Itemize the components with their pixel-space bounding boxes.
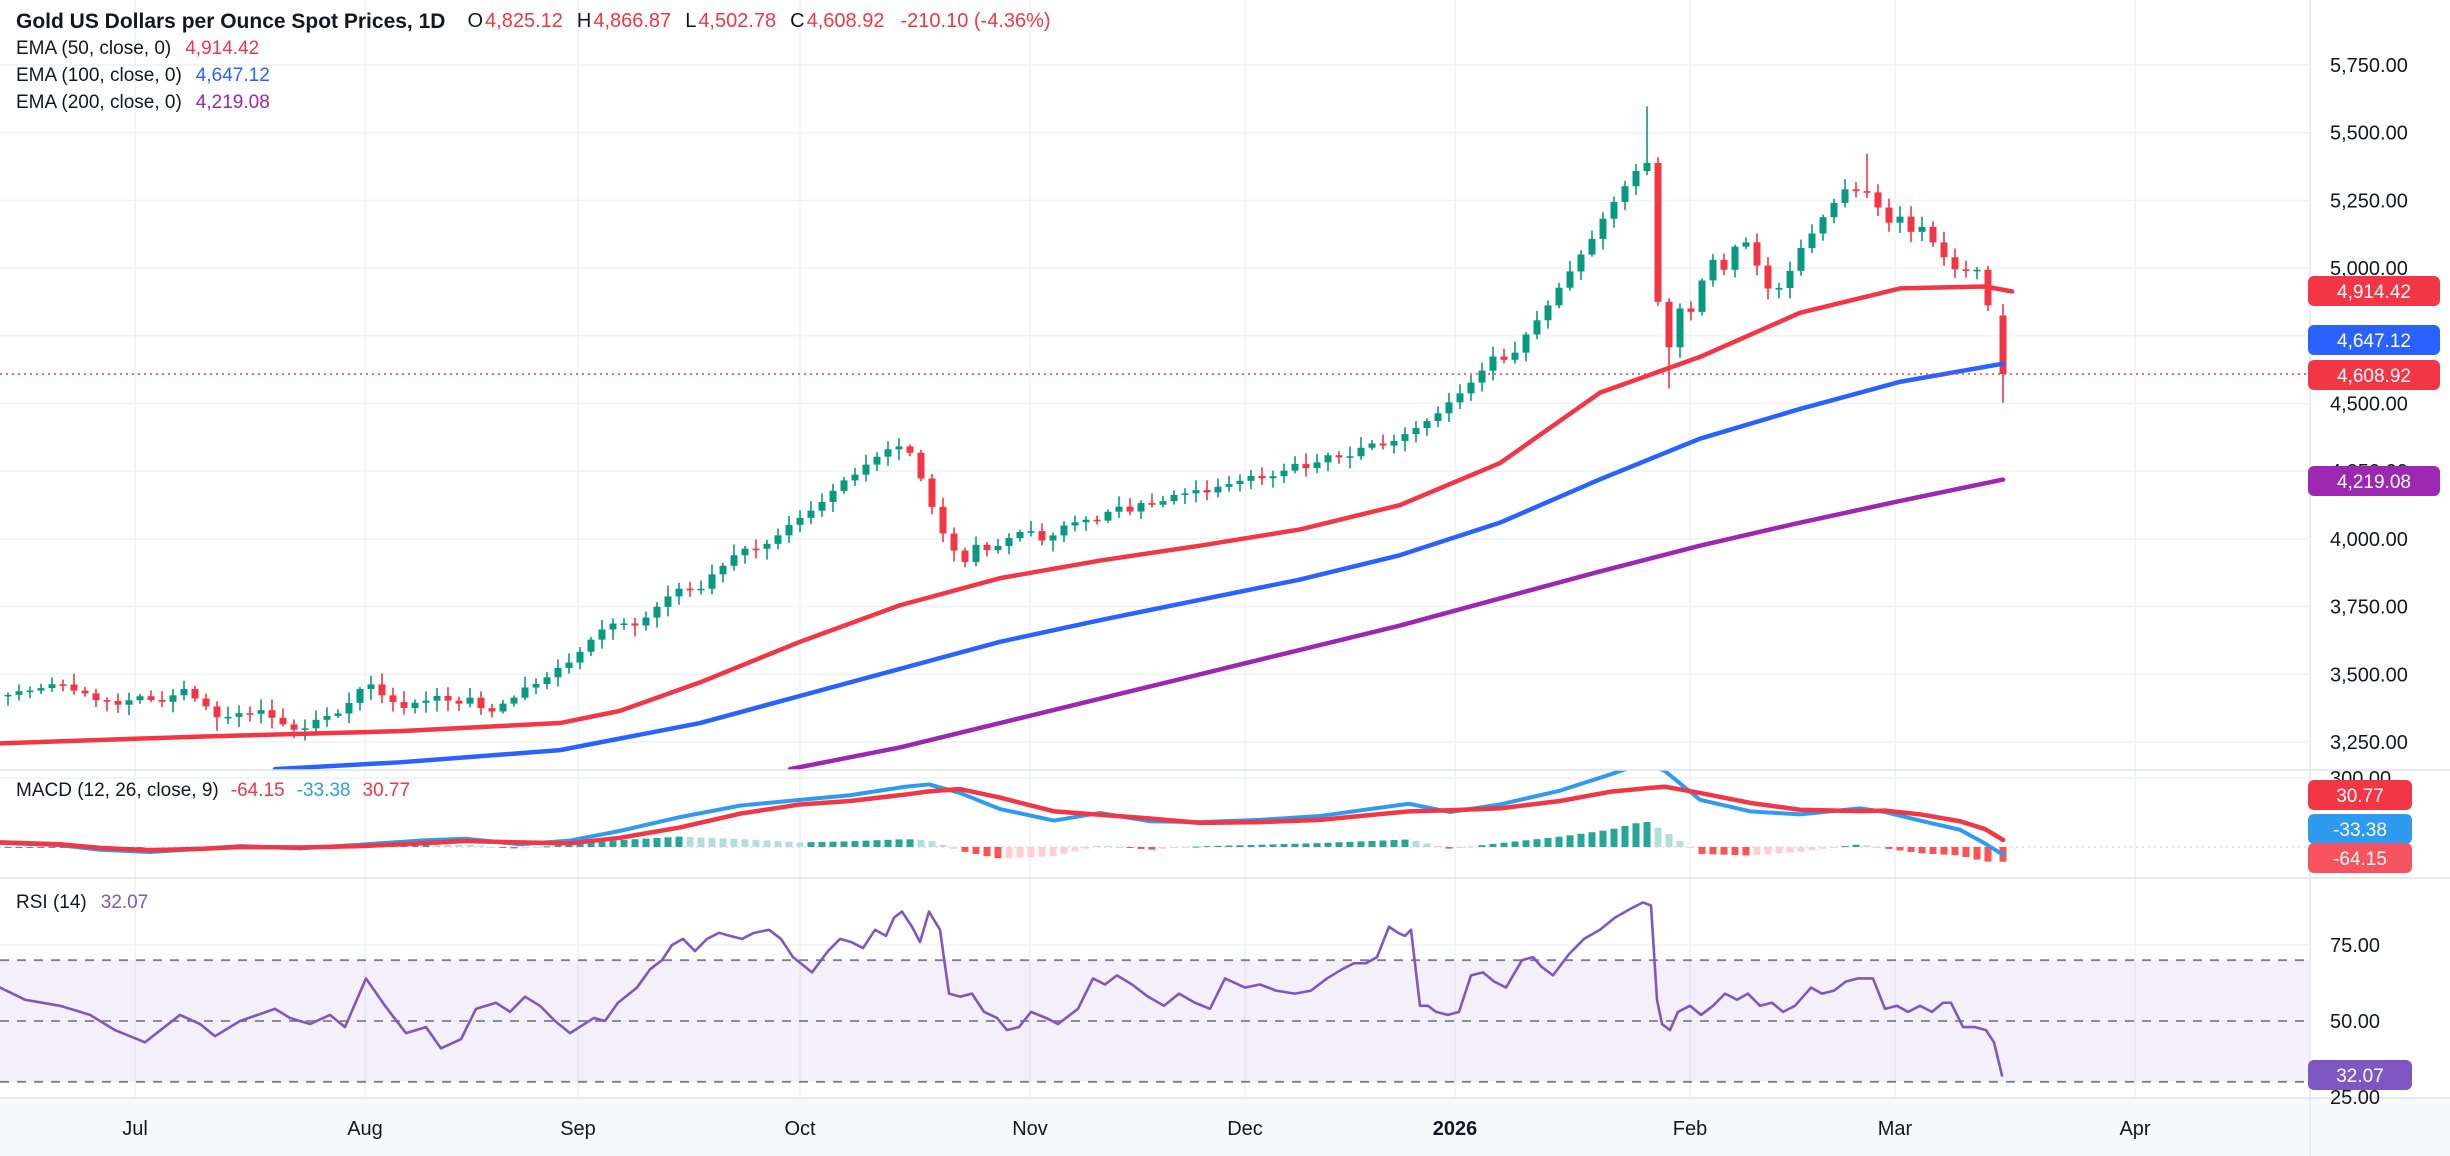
time-axis[interactable]: Jul Aug Sep Oct Nov Dec 2026 Feb Mar Apr — [122, 1118, 2151, 1140]
axis-badge — [2308, 466, 2440, 496]
axis-badge-text: 4,219.08 — [2337, 472, 2411, 493]
price-tick: 5,000.00 — [2330, 258, 2408, 280]
price-tick: 3,750.00 — [2330, 597, 2408, 619]
macd-signal-line — [0, 784, 2006, 853]
high-value: 4,866.87 — [593, 10, 672, 32]
time-label-Jul: Jul — [122, 1118, 148, 1140]
legend: Gold US Dollars per Ounce Spot Prices, 1… — [16, 8, 1051, 116]
candlestick-series — [4, 106, 2007, 741]
ema-label: EMA (50, close, 0) — [16, 37, 172, 59]
gridlines — [0, 0, 2310, 1098]
price-tick: 5,250.00 — [2330, 190, 2408, 212]
close-label: C — [790, 10, 805, 32]
low-label: L — [685, 10, 697, 32]
ema-label: EMA (200, close, 0) — [16, 91, 182, 113]
high-label: H — [576, 10, 592, 32]
rsi-legend-row[interactable]: RSI (14) 32.07 — [16, 889, 148, 916]
axis-badge — [2308, 814, 2412, 844]
axis-badge — [2308, 360, 2440, 390]
ema-legend-row-1[interactable]: EMA (50, close, 0) 4,914.42 — [16, 35, 1051, 62]
ema-value: 4,647.12 — [195, 64, 270, 86]
price-axis[interactable]: 5,750.00 5,500.00 5,250.00 5,000.00 4,500.00… — [2330, 55, 2408, 1109]
axis-badge — [2308, 843, 2412, 873]
price-tick: 4,500.00 — [2330, 394, 2408, 416]
axis-badge-text: 4,608.92 — [2337, 366, 2411, 387]
axis-badge-text: 32.07 — [2336, 1066, 2384, 1087]
ema50-line — [0, 284, 2015, 746]
time-axis-strip — [0, 1098, 2450, 1156]
ema-value: 4,219.08 — [195, 91, 270, 113]
axis-badge-text: -64.15 — [2333, 849, 2387, 870]
axis-badge-text: -33.38 — [2333, 820, 2387, 841]
axis-badge-text: 4,647.12 — [2337, 331, 2411, 352]
time-label-Oct: Oct — [784, 1118, 816, 1140]
ema-value: 4,914.42 — [185, 37, 260, 59]
price-tick: 5,500.00 — [2330, 123, 2408, 145]
macd-label: MACD (12, 26, close, 9) — [16, 779, 219, 801]
axis-badge — [2308, 1060, 2412, 1090]
axis-badge — [2308, 276, 2440, 306]
price-tick: 4,000.00 — [2330, 529, 2408, 551]
rsi-value: 32.07 — [100, 891, 149, 913]
macd-values: -64.15 -33.38 30.77 — [219, 780, 410, 802]
ohlc-values: O 4,825.12 H 4,866.87 L 4,502.78 C 4,608.92 — [467, 10, 884, 33]
open-value: 4,825.12 — [485, 10, 563, 32]
ema-legend-row-2[interactable]: EMA (100, close, 0) 4,647.12 — [16, 62, 1051, 89]
ema-legend-row-3[interactable]: EMA (200, close, 0) 4,219.08 — [16, 89, 1051, 116]
macd-value-1: -64.15 — [230, 779, 285, 801]
macd-value-3: 30.77 — [362, 779, 411, 801]
rsi-label: RSI (14) — [16, 891, 87, 913]
ema-legend-rows: EMA (50, close, 0) 4,914.42 EMA (100, clos… — [16, 35, 1051, 116]
time-label-Sep: Sep — [560, 1118, 596, 1140]
symbol-title: Gold US Dollars per Ounce Spot Prices, 1… — [16, 9, 446, 33]
axis-badge — [2308, 780, 2412, 810]
ema200-line — [787, 477, 2006, 770]
close-value: 4,608.92 — [806, 10, 885, 32]
macd-value-2: -33.38 — [296, 779, 351, 801]
time-label-Apr: Apr — [2119, 1118, 2150, 1140]
macd-legend-row[interactable]: MACD (12, 26, close, 9) -64.15 -33.38 30.7… — [16, 777, 410, 804]
rsi-tick: 25.00 — [2330, 1087, 2380, 1109]
axis-badge — [2308, 325, 2440, 355]
price-tick: 3,500.00 — [2330, 664, 2408, 686]
ema-label: EMA (100, close, 0) — [16, 64, 182, 86]
open-label: O — [467, 10, 484, 32]
rsi-line — [0, 901, 2004, 1077]
macd-histogram — [4, 822, 2007, 862]
time-label-Dec: Dec — [1227, 1118, 1263, 1140]
symbol-row[interactable]: Gold US Dollars per Ounce Spot Prices, 1… — [16, 8, 1051, 35]
price-tick: 5,750.00 — [2330, 55, 2408, 77]
time-label-Feb: Feb — [1673, 1118, 1707, 1140]
time-label-2026: 2026 — [1433, 1118, 1478, 1140]
rsi-band — [0, 959, 2310, 1083]
low-value: 4,502.78 — [698, 10, 777, 32]
time-label-Aug: Aug — [347, 1118, 383, 1140]
ema100-line — [272, 361, 2006, 770]
rsi-tick: 75.00 — [2330, 935, 2380, 957]
axis-badge-text: 4,914.42 — [2337, 282, 2411, 303]
rsi-tick: 50.00 — [2330, 1011, 2380, 1033]
axis-badge-text: 30.77 — [2336, 786, 2384, 807]
time-label-Mar: Mar — [1878, 1118, 1913, 1140]
time-label-Nov: Nov — [1012, 1118, 1048, 1140]
axis-badges: 4,914.42 4,647.12 4,608.92 4,219.08 30.77 -33… — [2308, 276, 2440, 1090]
price-tick: 3,250.00 — [2330, 732, 2408, 754]
change-value: -210.10 (-4.36%) — [900, 10, 1051, 32]
